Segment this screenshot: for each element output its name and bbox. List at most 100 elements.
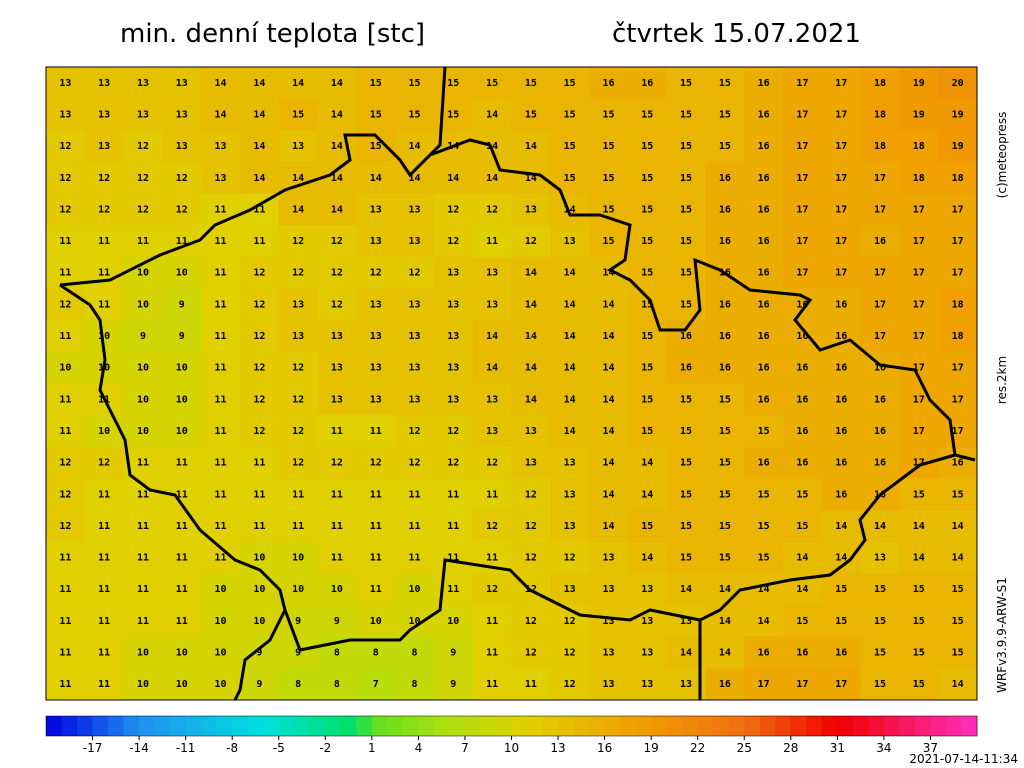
temperature-value: 16 <box>758 236 770 247</box>
temperature-cell <box>472 193 512 226</box>
colorbar-block <box>697 716 714 736</box>
temperature-value: 8 <box>373 648 379 659</box>
temperature-value: 12 <box>253 299 265 310</box>
temperature-cell <box>821 446 862 479</box>
temperature-cell <box>589 605 629 638</box>
temperature-value: 12 <box>98 458 110 469</box>
temperature-value: 12 <box>525 553 537 564</box>
temperature-cell <box>783 446 823 479</box>
temperature-value: 14 <box>486 109 498 120</box>
temperature-cell <box>239 98 280 131</box>
temperature-value: 15 <box>408 109 420 120</box>
temperature-value: 12 <box>59 204 71 215</box>
temperature-value: 12 <box>137 141 149 152</box>
temperature-value: 11 <box>176 616 188 627</box>
temperature-value: 15 <box>525 78 537 89</box>
temperature-value: 12 <box>447 458 459 469</box>
colorbar-block <box>371 716 388 736</box>
temperature-cell <box>317 193 357 226</box>
temperature-value: 15 <box>602 204 614 215</box>
temperature-value: 13 <box>59 109 71 120</box>
temperature-value: 15 <box>952 648 964 659</box>
temperature-cell <box>395 415 435 448</box>
temperature-cell <box>278 130 319 163</box>
colorbar-block <box>573 716 590 736</box>
colorbar-label: -11 <box>176 741 196 755</box>
temperature-cell <box>783 636 823 669</box>
temperature-value: 12 <box>564 648 576 659</box>
temperature-value: 17 <box>835 679 847 690</box>
temperature-value: 13 <box>680 679 692 690</box>
temperature-cell <box>84 636 125 669</box>
colorbar-block <box>154 716 171 736</box>
temperature-value: 16 <box>602 78 614 89</box>
temperature-cell <box>433 351 474 384</box>
temperature-value: 11 <box>215 426 227 437</box>
temperature-value: 11 <box>176 458 188 469</box>
temperature-value: 15 <box>913 489 925 500</box>
temperature-cell <box>239 67 280 100</box>
temperature-value: 14 <box>680 584 692 595</box>
temperature-value: 11 <box>253 458 265 469</box>
temperature-cell <box>123 351 163 384</box>
temperature-value: 14 <box>486 331 498 342</box>
temperature-cell <box>705 605 745 638</box>
temperature-value: 11 <box>215 489 227 500</box>
temperature-cell <box>356 668 396 701</box>
temperature-value: 14 <box>602 521 614 532</box>
temperature-value: 13 <box>447 299 459 310</box>
temperature-value: 15 <box>719 426 731 437</box>
temperature-cell <box>201 478 241 511</box>
temperature-cell <box>46 98 86 131</box>
colorbar-block <box>604 716 621 736</box>
temperature-cell <box>511 510 551 543</box>
temperature-value: 12 <box>408 426 420 437</box>
temperature-value: 11 <box>370 489 382 500</box>
temperature-value: 8 <box>334 679 340 690</box>
temperature-cell <box>278 351 319 384</box>
temperature-value: 12 <box>98 204 110 215</box>
temperature-value: 10 <box>137 426 149 437</box>
temperature-cell <box>744 573 784 606</box>
temperature-value: 15 <box>370 141 382 152</box>
temperature-cell <box>239 478 280 511</box>
temperature-cell <box>201 415 241 448</box>
temperature-cell <box>821 415 862 448</box>
temperature-value: 17 <box>835 173 847 184</box>
temperature-value: 12 <box>292 394 304 405</box>
temperature-cell <box>938 636 978 669</box>
temperature-cell <box>395 193 435 226</box>
temperature-value: 13 <box>176 141 188 152</box>
temperature-cell <box>550 415 590 448</box>
temperature-cell <box>744 415 784 448</box>
temperature-cell <box>938 605 978 638</box>
temperature-value: 12 <box>331 236 343 247</box>
temperature-value: 11 <box>486 679 498 690</box>
temperature-cell <box>550 130 590 163</box>
temperature-value: 14 <box>641 553 653 564</box>
temperature-value: 15 <box>680 553 692 564</box>
temperature-value: 17 <box>952 426 964 437</box>
temperature-cell <box>201 256 241 290</box>
temperature-value: 10 <box>176 363 188 374</box>
temperature-cell <box>84 225 125 258</box>
temperature-value: 19 <box>952 141 964 152</box>
temperature-value: 13 <box>680 616 692 627</box>
temperature-value: 13 <box>564 584 576 595</box>
temperature-value: 14 <box>525 173 537 184</box>
temperature-cell <box>317 573 357 606</box>
temperature-value: 15 <box>680 236 692 247</box>
colorbar-block <box>449 716 466 736</box>
temperature-cell <box>356 288 396 321</box>
temperature-cell <box>395 605 435 638</box>
temperature-cell <box>511 256 551 290</box>
temperature-value: 16 <box>758 648 770 659</box>
temperature-value: 12 <box>370 268 382 279</box>
temperature-value: 12 <box>253 363 265 374</box>
temperature-value: 14 <box>602 331 614 342</box>
temperature-value: 16 <box>874 236 886 247</box>
temperature-cell <box>744 668 784 701</box>
temperature-value: 13 <box>602 553 614 564</box>
temperature-value: 13 <box>408 394 420 405</box>
temperature-value: 14 <box>215 78 227 89</box>
